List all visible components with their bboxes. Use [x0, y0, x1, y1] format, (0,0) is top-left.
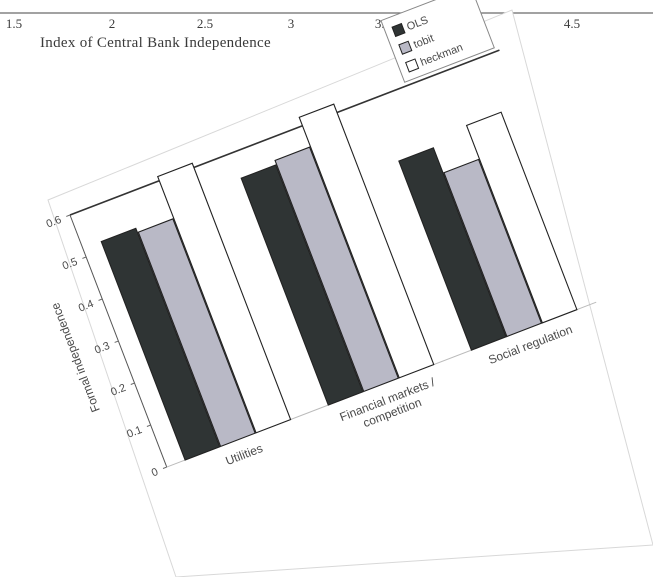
bar-heckman — [465, 111, 578, 324]
top-x-tick-6: 4.5 — [563, 16, 581, 31]
y-tick-mark — [162, 466, 167, 469]
y-tick-mark — [114, 340, 119, 343]
bar-ols — [398, 147, 507, 351]
legend-swatch-tobit — [398, 40, 413, 55]
y-tick-label: 0.2 — [109, 382, 128, 399]
y-tick-label: 0.4 — [77, 298, 96, 315]
top-x-axis-title: Index of Central Bank Independence — [40, 35, 271, 51]
bar-tobit — [274, 146, 399, 393]
bar-ols — [240, 164, 364, 406]
bar-ols — [100, 227, 221, 461]
legend-swatch-heckman — [405, 58, 420, 73]
bar-tobit — [137, 218, 256, 448]
top-x-tick-2: 2 — [108, 16, 116, 31]
y-tick-mark — [146, 424, 151, 427]
top-x-tick-4: 3 — [287, 16, 295, 31]
y-tick-label: 0.6 — [45, 214, 64, 231]
bar-heckman — [156, 162, 292, 434]
y-tick-label: 0.3 — [93, 340, 112, 357]
top-x-tick-3: 2.5 — [196, 16, 214, 31]
bar-tobit — [443, 158, 543, 338]
bar-heckman — [298, 103, 435, 379]
y-tick-label: 0.1 — [125, 424, 144, 441]
legend-box — [380, 0, 495, 83]
plot-top-border — [69, 49, 500, 216]
y-tick-mark — [98, 298, 103, 301]
y-tick-mark — [82, 256, 87, 259]
legend-swatch-ols — [391, 22, 406, 38]
y-tick-label: 0.5 — [61, 256, 80, 273]
top-x-tick-1: 1.5 — [5, 16, 23, 31]
y-tick-mark — [130, 382, 135, 385]
y-tick-label: 0 — [150, 466, 160, 479]
y-tick-mark — [66, 214, 71, 217]
